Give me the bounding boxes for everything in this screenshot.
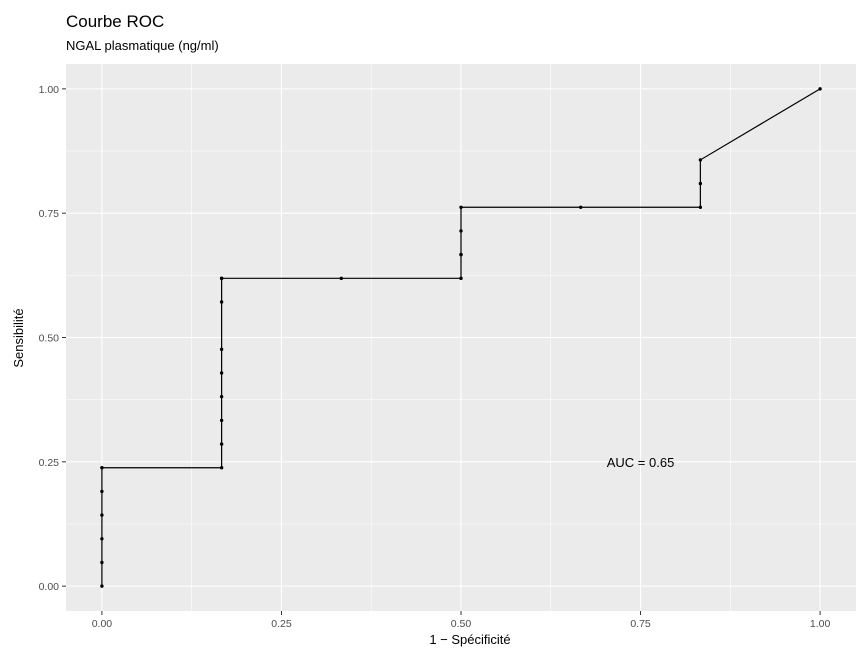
- roc-point: [100, 513, 104, 517]
- roc-point: [459, 252, 463, 257]
- roc-point: [459, 276, 463, 281]
- roc-point: [219, 466, 224, 470]
- x-tick-label: 0.50: [451, 618, 472, 630]
- y-tick-label: 0.75: [39, 208, 60, 220]
- roc-point: [219, 371, 224, 375]
- y-tick-label: 0.50: [39, 333, 60, 345]
- grid-lines: [66, 64, 856, 611]
- roc-point: [219, 394, 224, 399]
- roc-point: [100, 466, 104, 470]
- auc-annotation: AUC = 0.65: [607, 455, 675, 470]
- x-axis-title: 1 − Spécificité: [429, 632, 510, 647]
- roc-point: [219, 276, 224, 281]
- roc-point: [698, 205, 703, 209]
- x-tick-label: 0.25: [271, 618, 292, 630]
- roc-point: [698, 181, 703, 186]
- roc-point: [339, 276, 343, 281]
- y-tick-label: 0.00: [39, 581, 60, 593]
- roc-point: [698, 158, 703, 162]
- x-tick-label: 1.00: [810, 618, 831, 630]
- roc-point: [579, 205, 583, 209]
- chart-title: Courbe ROC: [66, 12, 164, 31]
- y-tick-label: 0.25: [39, 457, 60, 469]
- roc-point: [219, 347, 224, 352]
- y-axis-title: Sensibilité: [11, 308, 26, 367]
- roc-series: [100, 87, 822, 588]
- roc-point: [459, 205, 463, 209]
- roc-curve-line: [101, 88, 821, 587]
- chart-subtitle: NGAL plasmatique (ng/ml): [66, 38, 219, 53]
- x-tick-label: 0.75: [630, 618, 651, 630]
- roc-point: [100, 537, 104, 541]
- x-tick-label: 0.00: [92, 618, 113, 630]
- roc-point: [100, 560, 104, 565]
- roc-point: [219, 442, 224, 446]
- axis-ticks: 0.00 0.25 0.50 0.75 1.00 0.00 0.25 0.50 0.75 1.00: [39, 84, 831, 630]
- roc-point: [818, 87, 822, 91]
- y-tick-label: 1.00: [39, 84, 60, 96]
- roc-point: [459, 229, 463, 233]
- roc-point: [100, 489, 104, 494]
- roc-point: [219, 300, 224, 304]
- roc-point: [100, 584, 104, 588]
- roc-point: [219, 418, 224, 423]
